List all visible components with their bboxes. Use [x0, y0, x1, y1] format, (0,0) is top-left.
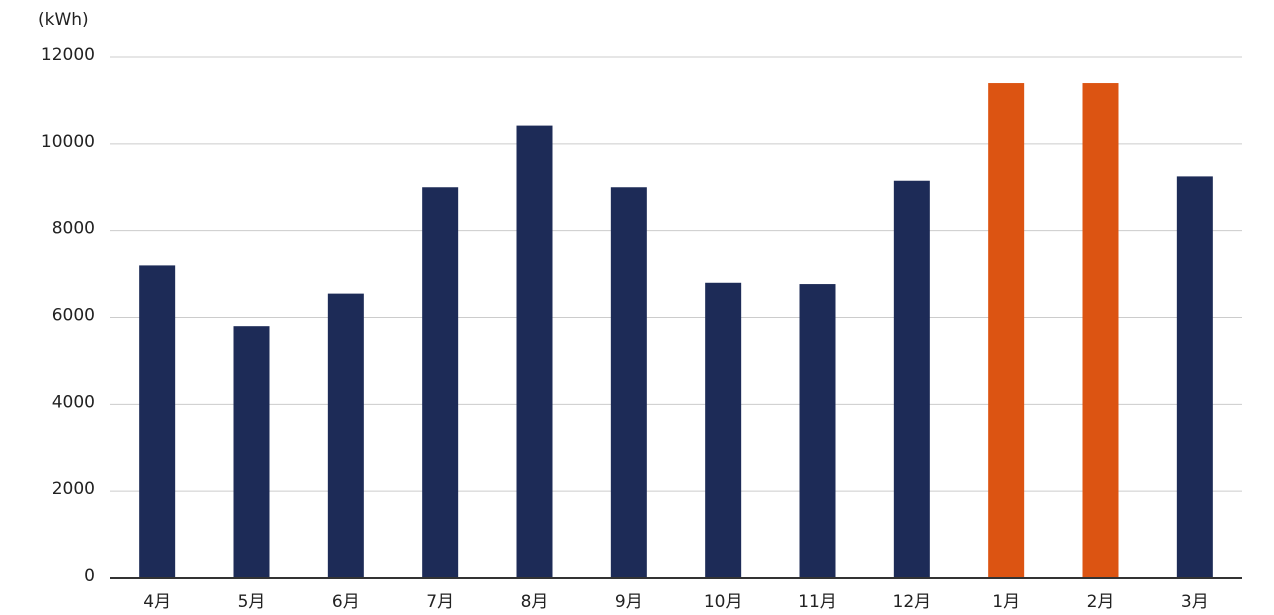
x-tick-label: 10月 [704, 592, 743, 612]
y-axis-label: (kWh) [38, 10, 89, 30]
bar [233, 326, 270, 578]
y-tick-label: 4000 [52, 392, 95, 412]
x-tick-label: 3月 [1181, 592, 1209, 612]
x-tick-label: 2月 [1087, 592, 1115, 612]
y-tick-label: 6000 [52, 306, 95, 326]
bar [327, 293, 364, 578]
bar [1176, 176, 1213, 579]
x-tick-label: 9月 [615, 592, 643, 612]
bar [705, 282, 742, 578]
bar [422, 187, 459, 578]
y-tick-label: 12000 [41, 45, 95, 65]
x-tick-label: 8月 [521, 592, 549, 612]
y-tick-label: 0 [84, 566, 95, 586]
x-tick-label: 12月 [893, 592, 932, 612]
bar [893, 180, 930, 579]
bar [799, 284, 836, 578]
y-tick-label: 2000 [52, 479, 95, 499]
bar [988, 83, 1025, 579]
x-tick-label: 11月 [798, 592, 837, 612]
x-tick-label: 5月 [238, 592, 266, 612]
x-tick-label: 1月 [992, 592, 1020, 612]
y-tick-label: 10000 [41, 132, 95, 152]
bar [610, 187, 647, 578]
x-tick-label: 7月 [426, 592, 454, 612]
x-tick-label: 4月 [143, 592, 171, 612]
y-tick-label: 8000 [52, 219, 95, 239]
bar [1082, 83, 1119, 579]
bar [516, 125, 553, 579]
x-tick-label: 6月 [332, 592, 360, 612]
bar [139, 265, 176, 578]
